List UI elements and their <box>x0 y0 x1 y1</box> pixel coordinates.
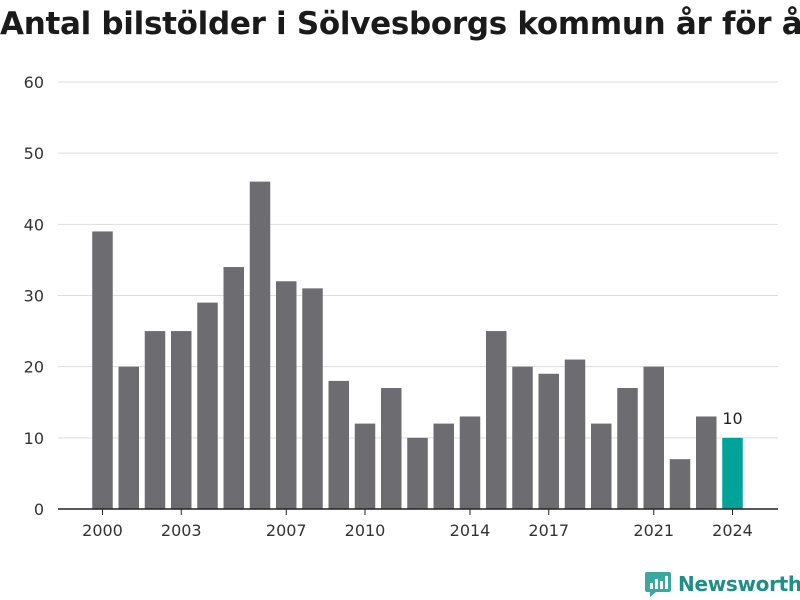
chart-title: Antal bilstölder i Sölvesborgs kommun år… <box>0 6 800 42</box>
bar-2022 <box>669 459 691 509</box>
x-tick-label: 2017 <box>528 521 569 540</box>
bar-2018 <box>564 359 586 509</box>
x-tick-label: 2003 <box>161 521 202 540</box>
bar-2004 <box>197 302 218 509</box>
y-tick-label: 10 <box>24 429 44 448</box>
bar-2001 <box>118 366 139 509</box>
bar-2005 <box>223 267 244 509</box>
bar-2020 <box>617 388 638 509</box>
newsworthy-brand: Newsworthy <box>644 568 800 600</box>
bar-2024 <box>722 437 743 509</box>
x-axis-ticks: 2000 2003 2007 2010 2014 2017 2021 2024 <box>82 509 753 540</box>
bar-2006 <box>249 181 271 509</box>
data-label-2024: 10 <box>722 409 742 428</box>
bar-2017 <box>538 373 559 509</box>
bar-2009 <box>328 380 349 509</box>
y-tick-label: 60 <box>24 73 44 92</box>
grid-lines <box>58 81 778 439</box>
y-tick-label: 50 <box>24 144 44 163</box>
y-tick-label: 40 <box>24 215 44 234</box>
brand-name: Newsworthy <box>678 572 800 596</box>
x-tick-label: 2000 <box>82 521 123 540</box>
x-tick-label: 2010 <box>345 521 386 540</box>
y-tick-label: 0 <box>34 500 44 519</box>
bars <box>92 181 743 509</box>
bar-2000 <box>92 231 113 509</box>
bar-2008 <box>302 288 323 509</box>
y-axis-tick-labels: 0 10 20 30 40 50 60 <box>24 73 44 519</box>
x-tick-label: 2007 <box>266 521 307 540</box>
y-tick-label: 20 <box>24 358 44 377</box>
x-tick-label: 2024 <box>712 521 753 540</box>
bar-2003 <box>171 331 192 509</box>
bar-2013 <box>433 423 454 509</box>
bar-2021 <box>643 366 664 509</box>
bar-2019 <box>591 423 612 509</box>
bar-2015 <box>486 331 507 509</box>
bar-2012 <box>407 437 428 509</box>
bar-2002 <box>144 331 166 509</box>
bar-2010 <box>354 423 376 509</box>
x-tick-label: 2014 <box>450 521 491 540</box>
bar-2007 <box>276 281 297 509</box>
newsworthy-logo-icon <box>645 572 671 597</box>
bar-2016 <box>512 366 533 509</box>
bar-2023 <box>696 416 717 509</box>
x-tick-label: 2021 <box>633 521 674 540</box>
bar-2011 <box>381 388 402 509</box>
data-labels: 10 <box>722 409 742 428</box>
bar-2014 <box>459 416 481 509</box>
y-tick-label: 30 <box>24 287 44 306</box>
